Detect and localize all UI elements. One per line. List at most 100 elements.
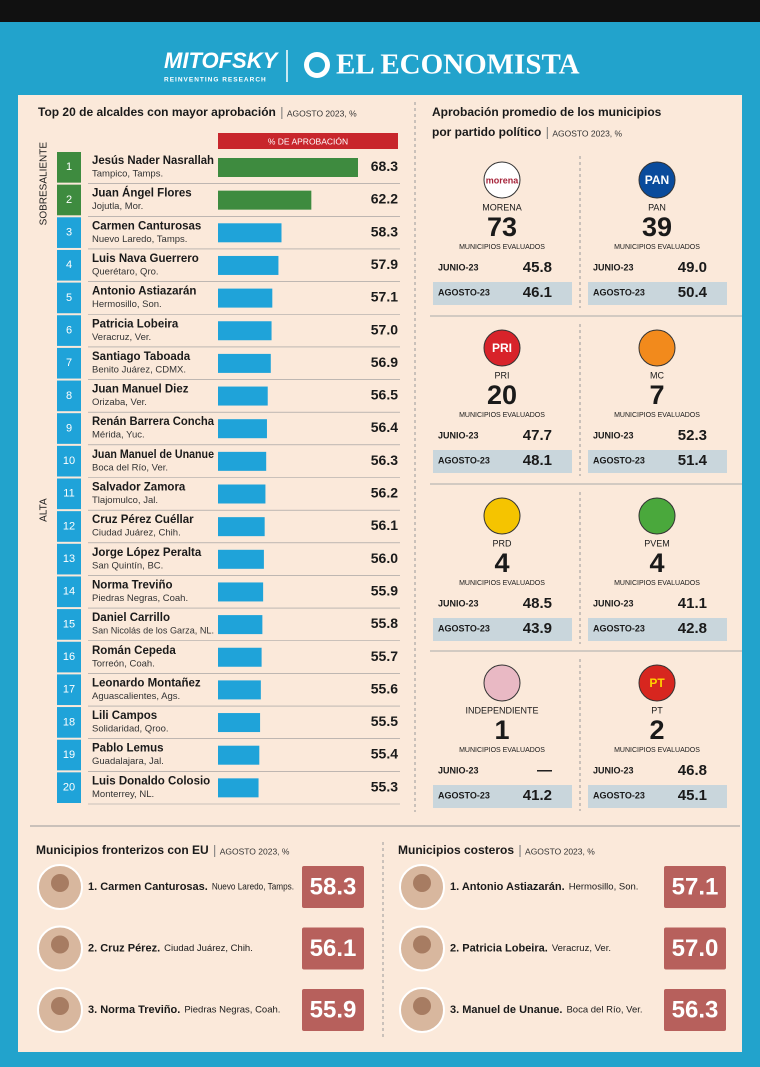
rank: 12: [63, 520, 75, 532]
rank: 19: [63, 749, 75, 761]
mayor-location: Solidaridad, Qroo.: [92, 724, 169, 735]
bar: [218, 190, 312, 210]
party-logo: [483, 664, 521, 702]
section-title: Municipios fronterizos con EU: [36, 843, 209, 857]
top-strip: [0, 0, 760, 22]
rank: 6: [66, 324, 72, 336]
period-label: JUNIO-23: [438, 598, 479, 608]
rank: 14: [63, 586, 75, 598]
value: 57.0: [672, 935, 719, 962]
count-label: MUNICIPIOS EVALUADOS: [614, 244, 700, 251]
mayor-location: Querétaro, Qro.: [92, 266, 159, 277]
section-subtitle: AGOSTO 2023, %: [525, 846, 595, 856]
mayor-name: Carmen Canturosas: [92, 220, 201, 232]
mayor-location: Ciudad Juárez, Chih.: [92, 528, 181, 539]
mayor-name: Pablo Lemus: [92, 743, 164, 755]
party-name: PVEM: [644, 538, 670, 548]
value-label: 55.3: [371, 778, 398, 794]
count-label: MUNICIPIOS EVALUADOS: [614, 747, 700, 754]
value-label: 56.9: [371, 354, 398, 370]
row-highlight: [588, 785, 727, 808]
rank: 20: [63, 782, 75, 794]
rank-box: [57, 445, 81, 477]
party-logo: [638, 664, 676, 702]
value-label: 56.2: [371, 485, 398, 501]
value: 56.3: [672, 996, 719, 1023]
period-label: JUNIO-23: [438, 262, 479, 272]
bar: [218, 451, 267, 471]
period-label: JUNIO-23: [438, 430, 479, 440]
party-name: PAN: [648, 202, 666, 212]
count-label: MUNICIPIOS EVALUADOS: [459, 412, 545, 419]
period-value: 52.3: [678, 427, 707, 444]
bar: [218, 158, 358, 177]
bar: [218, 419, 267, 439]
bar: [218, 615, 263, 635]
row-highlight: [433, 618, 572, 641]
value-label: 56.3: [371, 452, 398, 468]
rank: 17: [63, 684, 75, 696]
section-subtitle: AGOSTO 2023, %: [287, 108, 357, 118]
value-label: 56.4: [371, 419, 398, 435]
mayor-name: Lili Campos: [92, 710, 157, 722]
rank-box: [57, 413, 81, 444]
bar: [218, 582, 264, 602]
rank-box: [57, 674, 81, 706]
person-name: 2. Patricia Lobeira.: [450, 942, 548, 954]
period-value: —: [537, 762, 552, 779]
mayor-name: Daniel Carrillo: [92, 612, 170, 624]
mayor-name: Jesús Nader Nasrallah: [92, 155, 214, 167]
row-highlight: [433, 282, 572, 305]
mayor-name: Luis Donaldo Colosio: [92, 775, 210, 787]
mayor-name: Leonardo Montañez: [92, 677, 201, 689]
value-label: 55.4: [371, 746, 398, 762]
group-label: SOBRESALIENTE: [39, 142, 50, 226]
mayor-location: Boca del Río, Ver.: [92, 462, 168, 473]
person-place: Boca del Río, Ver.: [566, 1005, 642, 1016]
value-box: [664, 866, 726, 908]
period-value: 43.9: [523, 620, 552, 637]
row-highlight: [433, 785, 572, 808]
photo-head: [51, 874, 69, 892]
mayor-name: Antonio Astiazarán: [92, 286, 196, 298]
period-label: AGOSTO-23: [593, 790, 645, 800]
party-logo: [638, 161, 676, 199]
mayor-location: Guadalajara, Jal.: [92, 756, 164, 767]
bar: [218, 745, 260, 765]
period-value: 45.1: [678, 787, 707, 804]
period-value: 41.2: [523, 787, 552, 804]
rank: 18: [63, 716, 75, 728]
party-name: PT: [651, 705, 663, 715]
person-name: 3. Norma Treviño.: [88, 1004, 180, 1016]
value-label: 55.7: [371, 648, 398, 664]
rank-box: [57, 315, 81, 346]
rank-box: [57, 282, 81, 314]
period-label: JUNIO-23: [593, 262, 634, 272]
section-subtitle: AGOSTO 2023, %: [220, 846, 290, 856]
value-label: 55.8: [371, 615, 398, 631]
period-value: 41.1: [678, 595, 707, 612]
period-value: 48.5: [523, 595, 552, 612]
party-logo: [483, 497, 521, 535]
section-title: por partido político: [432, 125, 541, 139]
value-label: 56.0: [371, 550, 398, 566]
party-count: 39: [642, 212, 672, 242]
mayor-name: Cruz Pérez Cuéllar: [92, 514, 194, 526]
value-header: % DE APROBACIÓN: [268, 136, 348, 146]
value-label: 55.5: [371, 713, 398, 729]
value: 57.1: [672, 873, 719, 900]
rank: 10: [63, 455, 75, 467]
period-value: 51.4: [678, 452, 708, 469]
mayor-name: Román Cepeda: [92, 645, 176, 657]
value-box: [664, 989, 726, 1031]
rank: 9: [66, 422, 72, 434]
bar: [218, 647, 262, 667]
value-label: 57.0: [371, 321, 398, 337]
period-value: 47.7: [523, 427, 552, 444]
person-name: 1. Carmen Canturosas.: [88, 881, 208, 893]
period-label: AGOSTO-23: [438, 623, 490, 633]
photo-head: [413, 874, 431, 892]
value-box: [664, 927, 726, 970]
period-value: 49.0: [678, 259, 707, 276]
party-name: PRD: [492, 538, 512, 548]
